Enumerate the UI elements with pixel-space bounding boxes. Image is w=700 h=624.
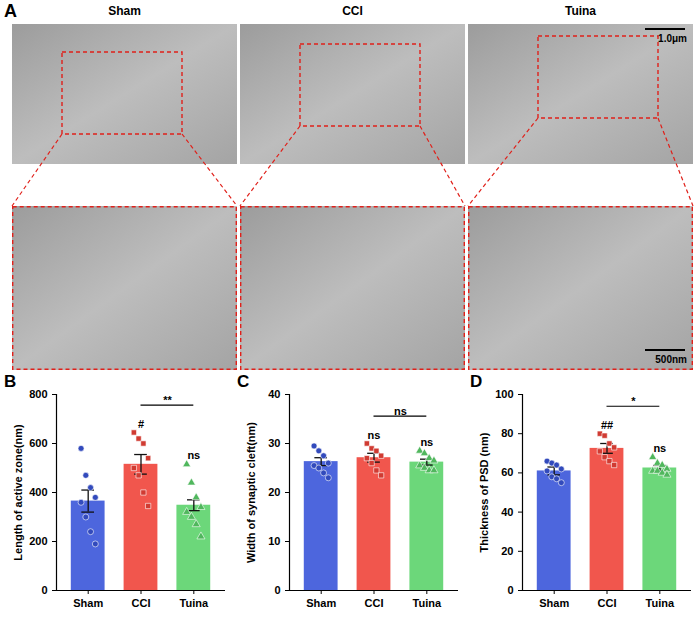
- svg-text:ns: ns: [394, 405, 407, 417]
- svg-text:#: #: [138, 418, 144, 430]
- svg-text:Length of active zone(nm): Length of active zone(nm): [12, 424, 24, 561]
- svg-text:1.0μm: 1.0μm: [658, 33, 687, 44]
- svg-text:CCI: CCI: [342, 4, 363, 18]
- svg-text:40: 40: [268, 388, 280, 400]
- svg-text:A: A: [4, 1, 17, 21]
- svg-text:10: 10: [268, 535, 280, 547]
- svg-text:ns: ns: [368, 429, 381, 441]
- svg-text:Sham: Sham: [539, 597, 569, 609]
- svg-text:Tuina: Tuina: [646, 597, 675, 609]
- svg-text:40: 40: [501, 506, 513, 518]
- svg-text:**: **: [163, 394, 172, 406]
- svg-text:Sham: Sham: [73, 597, 103, 609]
- svg-text:Sham: Sham: [108, 4, 141, 18]
- html-text:B: B: [4, 372, 17, 391]
- svg-text:200: 200: [29, 535, 47, 547]
- svg-text:60: 60: [501, 466, 513, 478]
- svg-text:20: 20: [501, 545, 513, 557]
- svg-text:600: 600: [29, 437, 47, 449]
- svg-text:CCI: CCI: [132, 597, 151, 609]
- svg-text:Thickness of PSD (nm): Thickness of PSD (nm): [478, 432, 490, 552]
- svg-text:100: 100: [495, 388, 513, 400]
- svg-text:20: 20: [268, 486, 280, 498]
- svg-text:Tuina: Tuina: [413, 597, 442, 609]
- svg-text:CCI: CCI: [365, 597, 384, 609]
- svg-text:0: 0: [274, 584, 280, 596]
- svg-text:30: 30: [268, 437, 280, 449]
- svg-text:0: 0: [507, 584, 513, 596]
- svg-text:800: 800: [29, 388, 47, 400]
- svg-text:80: 80: [501, 427, 513, 439]
- html-text:D: D: [470, 372, 483, 391]
- svg-text:Width of synaptic cleft(nm): Width of synaptic cleft(nm): [245, 422, 257, 563]
- svg-text:Tuina: Tuina: [180, 597, 209, 609]
- svg-text:CCI: CCI: [598, 597, 617, 609]
- svg-text:ns: ns: [420, 436, 433, 448]
- svg-text:ns: ns: [187, 449, 200, 461]
- svg-text:ns: ns: [653, 442, 666, 454]
- svg-text:0: 0: [41, 584, 47, 596]
- svg-text:*: *: [631, 395, 636, 407]
- svg-text:400: 400: [29, 486, 47, 498]
- html-text:C: C: [237, 372, 250, 391]
- svg-text:Sham: Sham: [306, 597, 336, 609]
- svg-text:500nm: 500nm: [655, 354, 687, 365]
- svg-text:Tuina: Tuina: [565, 4, 596, 18]
- svg-text:##: ##: [601, 419, 613, 431]
